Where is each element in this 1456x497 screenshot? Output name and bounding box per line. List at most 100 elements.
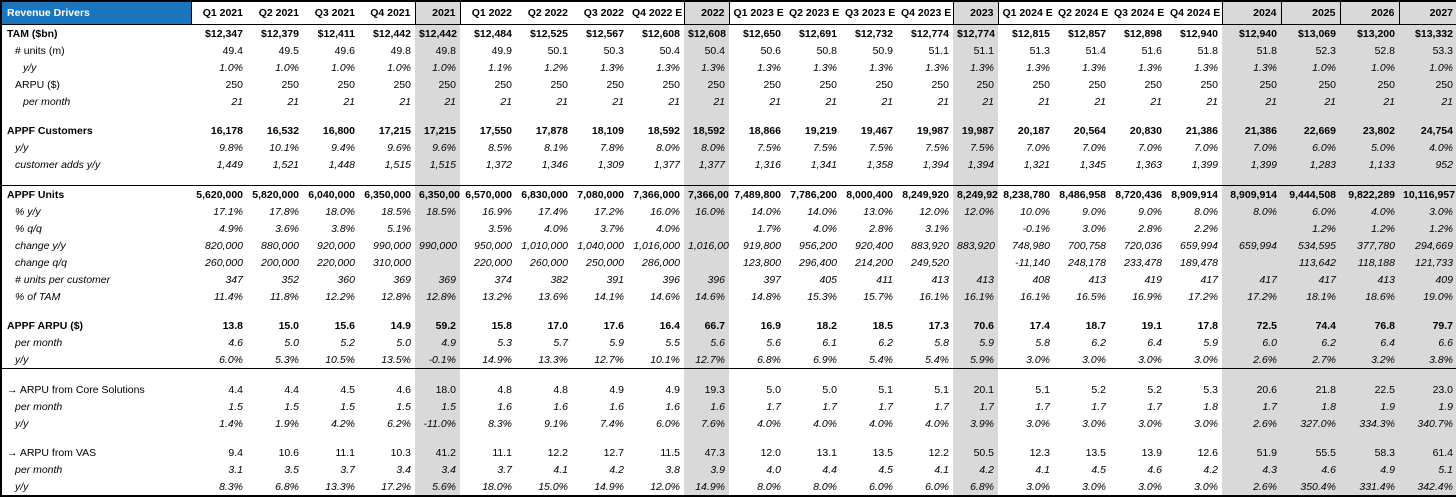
cell: 4.0% — [757, 417, 781, 430]
cell: 8.0% — [1222, 203, 1281, 220]
cell: $12,608 — [684, 24, 729, 42]
cell: 7.0% — [1082, 141, 1106, 154]
cell: 18.0% — [482, 480, 512, 493]
cell — [1054, 305, 1110, 317]
table-row: % y/y 17.1% 17.8% 18.0% 18.5% 18.5% 16.9% 17.4%… — [1, 203, 1456, 220]
column-header: Q2 2021 — [247, 1, 303, 25]
cell: 8.0% — [813, 480, 837, 493]
cell — [1281, 305, 1340, 317]
cell: 396 — [684, 271, 729, 288]
cell: 51.1 — [953, 42, 998, 59]
cell — [1166, 173, 1222, 186]
cell: 13.5 — [872, 446, 893, 459]
cell: 5.1 — [878, 383, 893, 396]
cell: $12,411 — [317, 27, 355, 40]
cell: 2.6% — [1222, 478, 1281, 496]
cell: 4.4 — [228, 383, 243, 396]
cell — [841, 173, 897, 186]
cell — [729, 369, 785, 382]
cell: 8,486,958 — [1054, 185, 1110, 203]
row-label — [1, 110, 191, 122]
cell: 14.9% — [594, 480, 624, 493]
column-header: Q2 2022 — [516, 1, 572, 25]
cell: 15.6 — [334, 319, 355, 332]
cell — [684, 368, 729, 381]
cell — [1222, 432, 1281, 444]
cell: 5.1 — [1035, 383, 1050, 396]
cell: 5.9% — [953, 351, 998, 369]
cell: 47.3 — [684, 444, 729, 461]
cell: 123,800 — [743, 256, 781, 269]
cell: 6.2 — [878, 336, 893, 349]
table-row: per month 21 21 21 21 21 21 21 21 21 21 21 21 21 21 21 2… — [1, 93, 1456, 110]
cell — [1281, 368, 1340, 381]
cell: 1,358 — [866, 158, 893, 171]
cell: 6.8% — [729, 351, 785, 369]
cell — [1166, 110, 1222, 122]
cell: 1.8 — [1203, 400, 1218, 413]
cell — [684, 305, 729, 317]
cell: 3.7 — [497, 463, 512, 476]
cell: 16.0% — [684, 203, 729, 220]
cell: 18.0% — [325, 205, 355, 218]
cell — [1222, 368, 1281, 381]
cell: 3.8% — [331, 222, 355, 235]
spacer-row — [1, 173, 1456, 186]
cell: 13.8 — [222, 319, 243, 332]
cell: 17,215 — [378, 124, 411, 137]
cell: 1,345 — [1079, 158, 1106, 171]
cell: 52.3 — [1281, 42, 1340, 59]
cell: 13.3% — [325, 480, 355, 493]
cell: 8.0% — [757, 480, 781, 493]
cell — [1054, 369, 1110, 382]
cell: 5,820,000 — [247, 185, 303, 203]
cell — [841, 305, 897, 317]
cell: 6.0% — [191, 351, 247, 369]
cell: 70.6 — [953, 317, 998, 334]
cell — [1054, 432, 1110, 444]
cell: 1.3% — [813, 61, 837, 74]
cell: 51.6 — [1141, 44, 1162, 57]
column-header: Q3 2021 — [303, 1, 359, 25]
cell: 7.6% — [684, 415, 729, 432]
cell: 13.1 — [816, 446, 837, 459]
cell: 5.6% — [415, 478, 460, 496]
cell: 5.6 — [684, 334, 729, 351]
cell: 2.2% — [1194, 222, 1218, 235]
cell: 12.2 — [928, 446, 949, 459]
cell: $12,774 — [911, 27, 949, 40]
cell: 18.5% — [381, 205, 411, 218]
cell: 1,448 — [328, 158, 355, 171]
cell: 11.1 — [492, 446, 512, 459]
cell: 113,642 — [1281, 254, 1340, 271]
table-row: change q/q 260,000 200,000 220,000 310,000 22… — [1, 254, 1456, 271]
cell — [1399, 432, 1456, 444]
row-label — [1, 432, 191, 444]
cell: 76.8 — [1340, 317, 1399, 334]
cell: 7.0% — [1222, 139, 1281, 156]
cell: 16,532 — [266, 124, 299, 137]
cell — [729, 173, 785, 186]
cell: 21 — [1340, 93, 1399, 110]
row-label: # units (m) — [15, 44, 65, 57]
cell: 52.8 — [1340, 42, 1399, 59]
column-header: Q3 2024 E — [1110, 1, 1166, 25]
row-label: change q/q — [15, 256, 67, 269]
table-row: y/y 6.0% 5.3% 10.5% 13.5% -0.1% 14.9% 13.3% 12.7… — [1, 351, 1456, 369]
cell — [998, 432, 1054, 444]
cell: 14.9% — [460, 351, 516, 369]
cell: 3.6% — [275, 222, 299, 235]
cell: 7.0% — [1026, 141, 1050, 154]
cell: 21 — [1206, 95, 1218, 108]
cell: 14.6% — [650, 290, 680, 303]
cell: 990,000 — [415, 237, 460, 254]
cell: 10,116,957 — [1399, 185, 1456, 203]
cell: 11.4% — [214, 290, 243, 303]
cell: 14.8% — [751, 290, 781, 303]
cell: 1.7% — [757, 222, 781, 235]
cell: 1.3% — [925, 61, 949, 74]
cell: 3.0% — [1138, 417, 1162, 430]
cell: 350.4% — [1281, 478, 1340, 496]
cell: 10.6 — [278, 446, 299, 459]
cell — [785, 432, 841, 444]
